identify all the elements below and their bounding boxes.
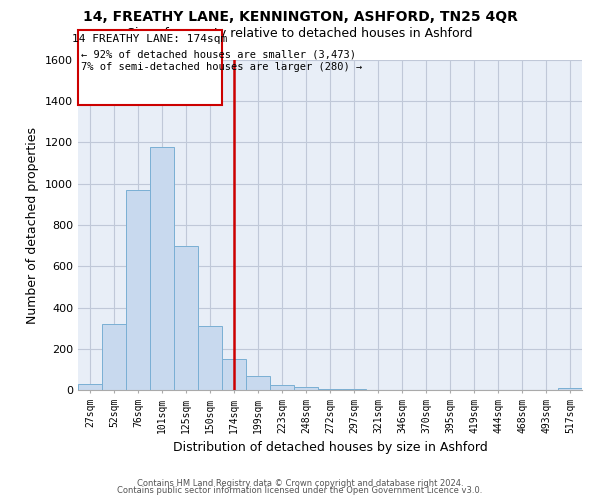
Bar <box>78 384 102 390</box>
Bar <box>294 387 318 390</box>
Bar <box>558 388 582 390</box>
Bar <box>318 389 342 390</box>
Text: Contains public sector information licensed under the Open Government Licence v3: Contains public sector information licen… <box>118 486 482 495</box>
Text: 14 FREATHY LANE: 174sqm: 14 FREATHY LANE: 174sqm <box>72 34 227 44</box>
Text: 14, FREATHY LANE, KENNINGTON, ASHFORD, TN25 4QR: 14, FREATHY LANE, KENNINGTON, ASHFORD, T… <box>83 10 517 24</box>
Bar <box>174 246 198 390</box>
Bar <box>102 324 126 390</box>
Text: Contains HM Land Registry data © Crown copyright and database right 2024.: Contains HM Land Registry data © Crown c… <box>137 478 463 488</box>
Y-axis label: Number of detached properties: Number of detached properties <box>26 126 40 324</box>
Bar <box>270 385 294 390</box>
Text: 7% of semi-detached houses are larger (280) →: 7% of semi-detached houses are larger (2… <box>81 62 362 72</box>
Bar <box>150 146 174 390</box>
Text: ← 92% of detached houses are smaller (3,473): ← 92% of detached houses are smaller (3,… <box>81 49 356 59</box>
Bar <box>222 359 246 390</box>
Text: Size of property relative to detached houses in Ashford: Size of property relative to detached ho… <box>127 28 473 40</box>
Bar <box>126 190 150 390</box>
X-axis label: Distribution of detached houses by size in Ashford: Distribution of detached houses by size … <box>173 441 487 454</box>
Bar <box>246 376 270 390</box>
Bar <box>198 326 222 390</box>
